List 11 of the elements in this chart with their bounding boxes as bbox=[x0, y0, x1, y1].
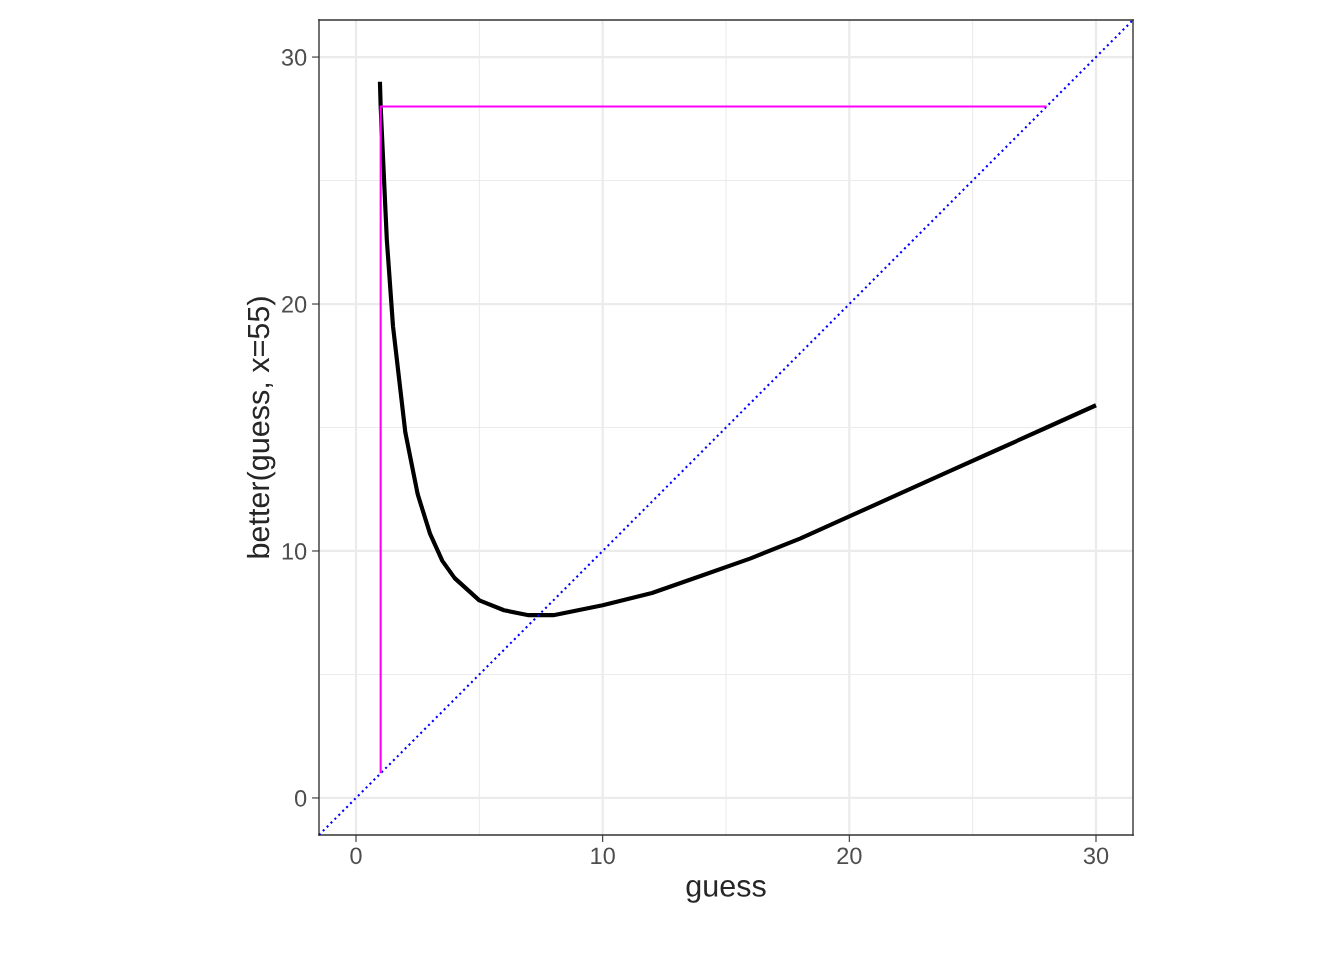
y-tick-label: 0 bbox=[294, 790, 307, 807]
y-axis-title: better(guess, x=55) bbox=[246, 297, 276, 558]
x-tick-label: 30 bbox=[1083, 847, 1109, 865]
x-tick-label: 20 bbox=[837, 847, 862, 865]
x-tick-label: 10 bbox=[591, 847, 615, 865]
line-series bbox=[377, 79, 1099, 618]
y-tick-label: 10 bbox=[282, 543, 307, 560]
y-tick-label: 30 bbox=[281, 49, 307, 66]
x-axis-title: guess bbox=[686, 880, 766, 903]
x-tick-label: 0 bbox=[350, 847, 362, 865]
y-tick-label: 20 bbox=[282, 296, 307, 313]
